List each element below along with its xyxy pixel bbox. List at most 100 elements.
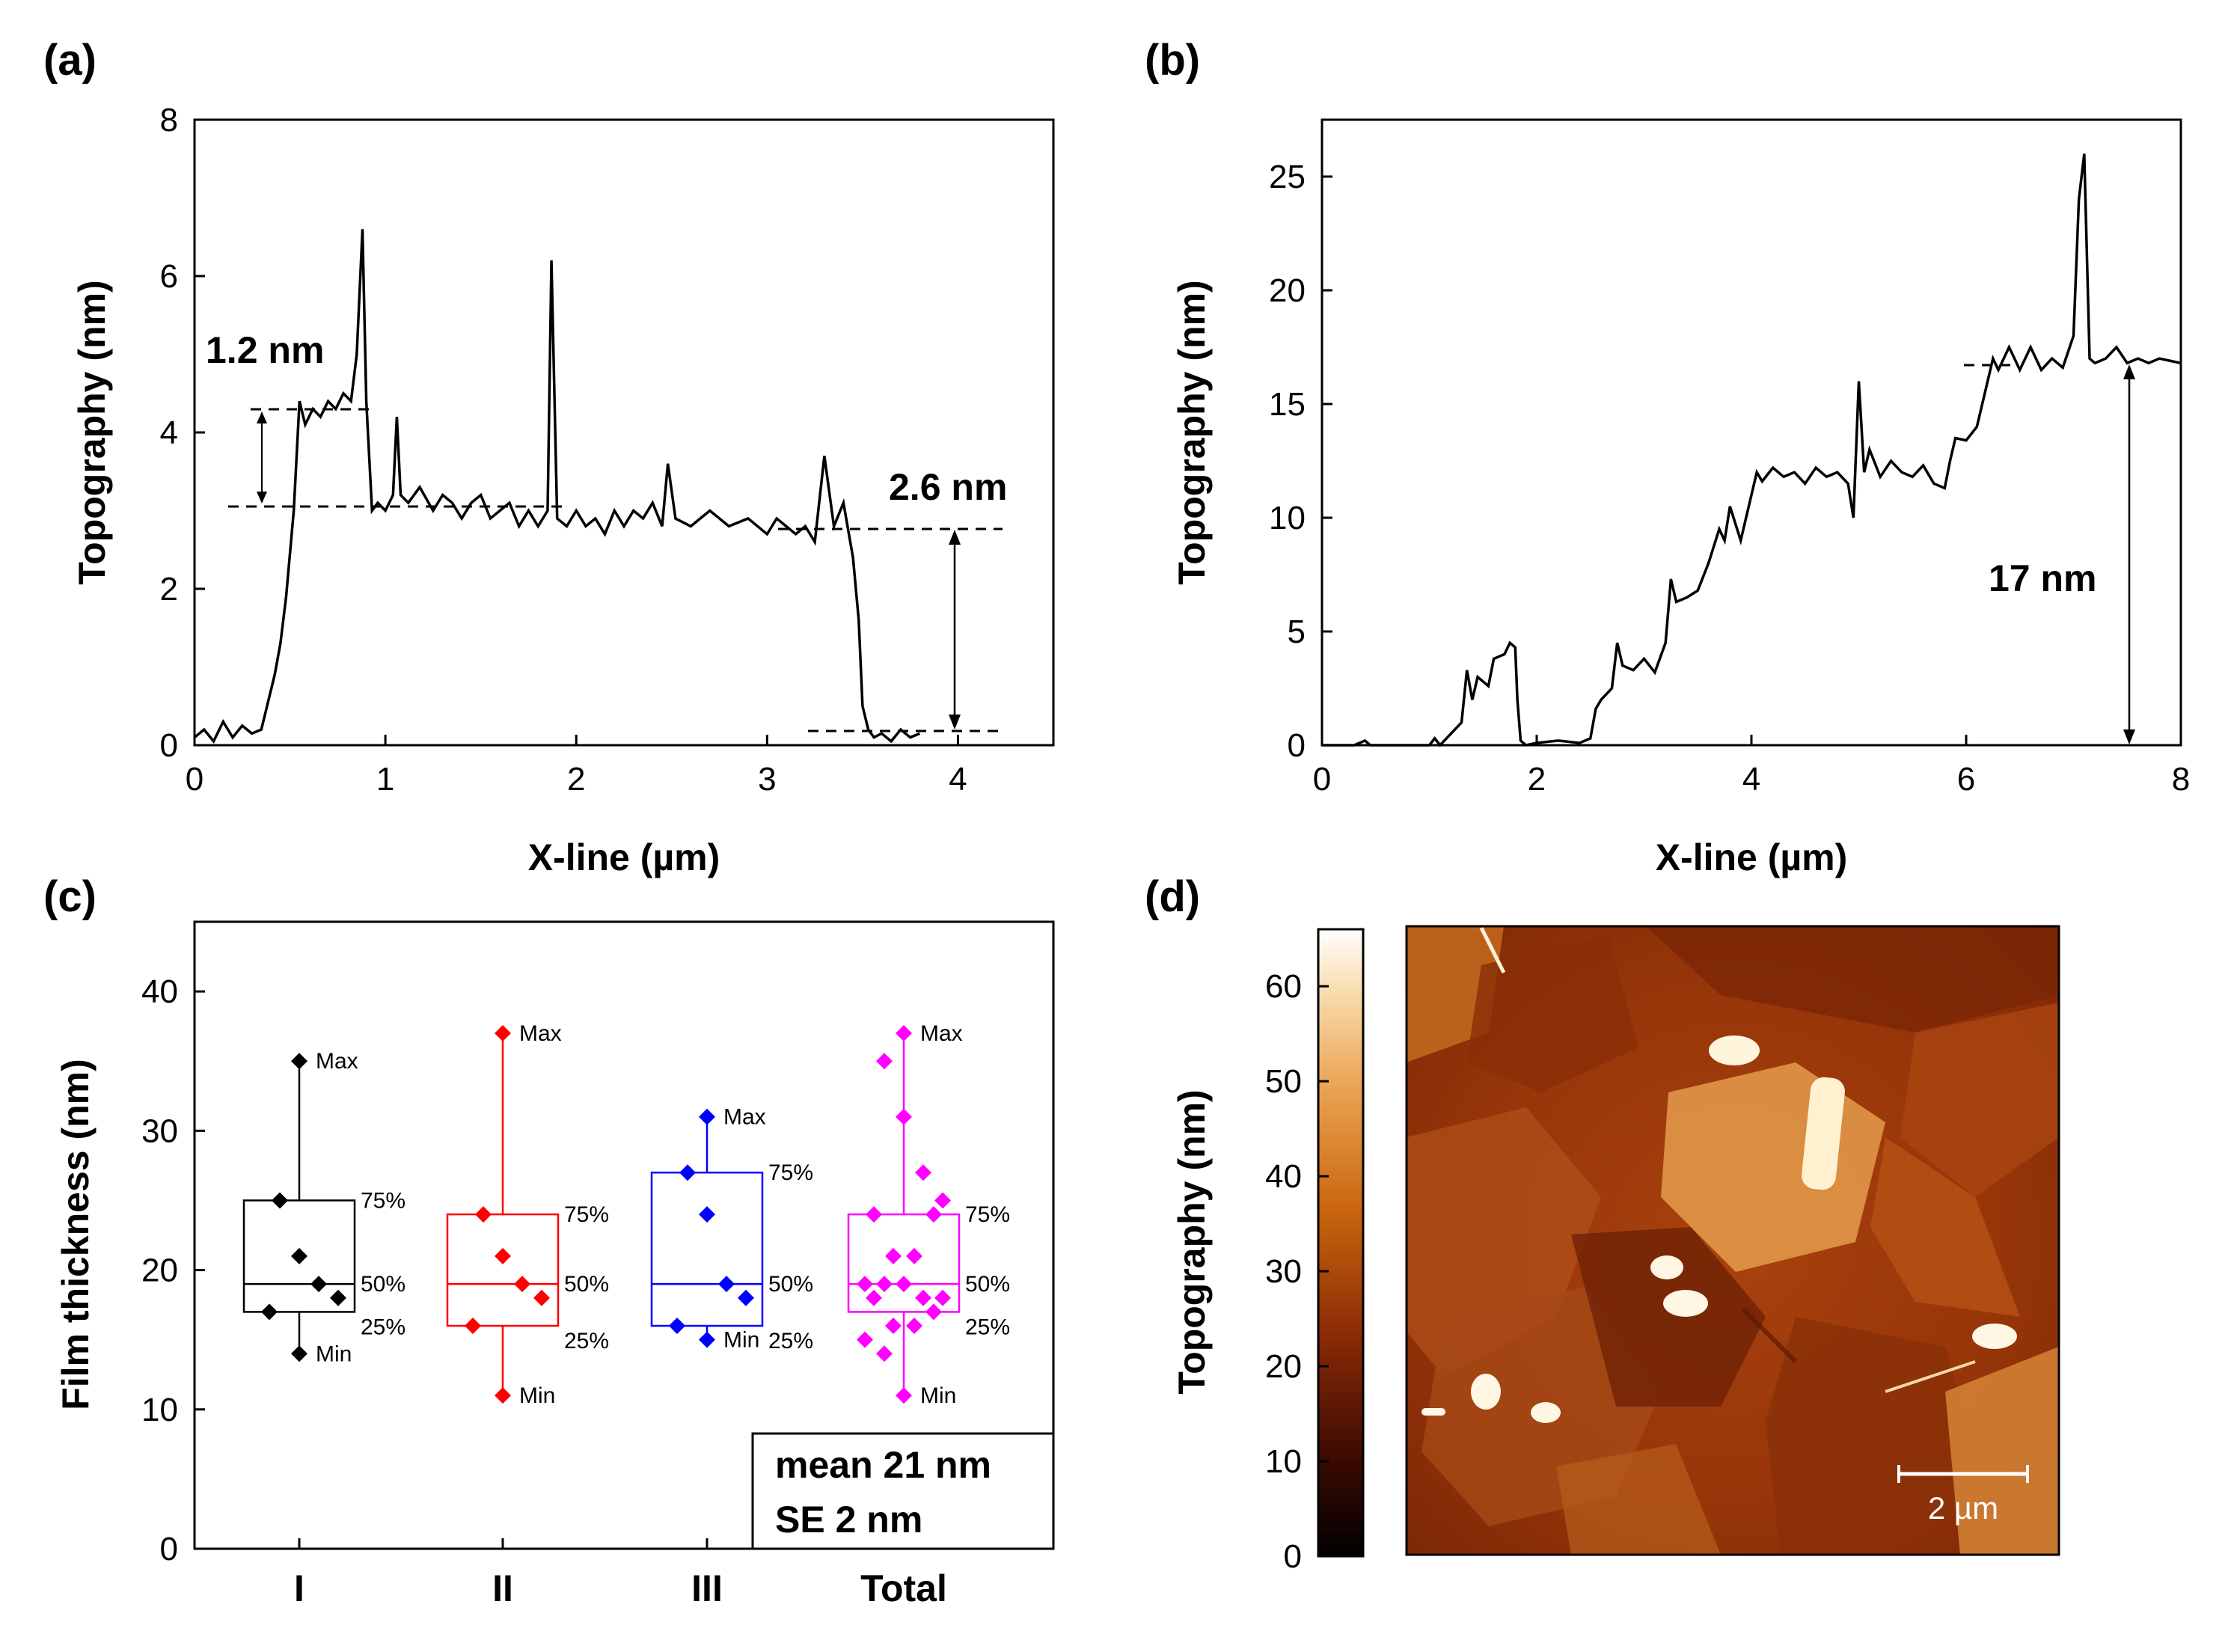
panel-b-xtick-label: 2 <box>1528 761 1546 798</box>
colorbar-tick-label: 0 <box>1284 1538 1302 1575</box>
box-label-75: 75% <box>564 1202 609 1227</box>
data-point <box>495 1024 511 1041</box>
data-point <box>310 1276 327 1293</box>
panel-b-ytick-label: 15 <box>1269 386 1306 423</box>
panel-b-chart: 0 2 4 6 8 0 5 10 15 20 25 17 nm X-line (µm) Topogr… <box>1171 118 2190 878</box>
data-point <box>896 1024 912 1041</box>
data-point <box>885 1318 902 1335</box>
data-point <box>495 1247 511 1264</box>
panel-d-colorbar-label: Topography (nm) <box>1171 1089 1213 1394</box>
data-point <box>291 1053 307 1070</box>
box-label-min: Min <box>519 1383 555 1408</box>
afm-flake <box>1466 935 1638 1092</box>
data-point <box>876 1345 893 1362</box>
data-point <box>261 1303 278 1321</box>
panel-b-xlabel: X-line (µm) <box>1656 836 1848 878</box>
panel-a-ytick-label: 6 <box>160 258 178 295</box>
data-point <box>866 1289 882 1306</box>
data-point <box>514 1276 530 1293</box>
box-label-25: 25% <box>564 1329 609 1353</box>
box-label-max: Max <box>920 1021 963 1046</box>
panel-d-colorbar <box>1317 928 1365 1558</box>
afm-particle <box>1421 1408 1445 1416</box>
panel-c-box-III: Max Min 75% 50% 25% <box>650 1105 813 1353</box>
panel-c-category-label: Total <box>860 1567 947 1609</box>
data-point <box>272 1192 288 1209</box>
panel-c-stat-se: SE 2 nm <box>775 1499 922 1541</box>
afm-particle <box>1709 1035 1760 1065</box>
panel-c-category-label: I <box>294 1567 304 1609</box>
panel-c-ytick-label: 40 <box>141 973 178 1010</box>
data-point <box>699 1108 715 1125</box>
afm-flake <box>1556 1444 1721 1555</box>
data-point <box>925 1206 942 1223</box>
panel-a-xtick-label: 4 <box>949 761 967 798</box>
data-point <box>896 1387 912 1404</box>
panel-a-xtick-label: 3 <box>758 761 776 798</box>
panel-b-ytick-label: 5 <box>1288 614 1306 650</box>
panel-b-ytick-label: 25 <box>1269 159 1306 195</box>
panel-c-category-label: III <box>691 1567 723 1609</box>
afm-flake <box>1766 1317 1975 1555</box>
panel-b-annotation: 17 nm <box>1989 557 2097 599</box>
box-label-50: 50% <box>361 1272 406 1297</box>
panel-a-ytick-label: 0 <box>160 727 178 764</box>
panel-b-ytick-label: 20 <box>1269 272 1306 309</box>
colorbar-tick-label: 50 <box>1265 1063 1302 1100</box>
panel-b-ytick-label: 10 <box>1269 500 1306 536</box>
afm-particle <box>1471 1374 1501 1410</box>
panel-b-arrowhead <box>2123 364 2135 379</box>
panel-c-stat-mean: mean 21 nm <box>775 1444 991 1486</box>
panel-b-frame <box>1320 118 2182 747</box>
box-body <box>650 1171 764 1327</box>
box-label-min: Min <box>723 1328 759 1353</box>
box-label-75: 75% <box>965 1202 1010 1227</box>
afm-image <box>1407 926 2059 1555</box>
data-point <box>876 1276 893 1293</box>
box-label-max: Max <box>723 1105 766 1130</box>
panel-b-ylabel: Topography (nm) <box>1171 280 1213 584</box>
data-point <box>475 1206 492 1223</box>
panel-a-profile-line <box>193 229 921 744</box>
panel-label-c: (c) <box>43 872 97 921</box>
panel-a-arrowhead <box>949 530 961 545</box>
panel-b-profile-line <box>1322 153 2182 747</box>
data-point <box>718 1276 735 1293</box>
data-point <box>495 1387 511 1404</box>
panel-a-ytick-label: 4 <box>160 414 178 451</box>
panel-a-xtick-label: 1 <box>376 761 394 798</box>
afm-particle <box>1650 1255 1683 1279</box>
box-body <box>446 1213 560 1327</box>
data-point <box>679 1164 696 1181</box>
panel-b-arrowhead <box>2123 729 2135 744</box>
panel-d-afm: 0 10 20 30 40 50 60 Topography (nm) <box>1171 925 2060 1575</box>
data-point <box>906 1318 922 1335</box>
panel-a-ylabel: Topography (nm) <box>71 280 113 584</box>
colorbar-tick-label: 30 <box>1265 1253 1302 1290</box>
data-point <box>738 1289 754 1306</box>
data-point <box>925 1303 942 1321</box>
data-point <box>866 1206 882 1223</box>
colorbar-tick-label: 10 <box>1265 1443 1302 1480</box>
data-point <box>291 1345 307 1362</box>
panel-a-arrowhead <box>257 492 267 504</box>
panel-b-xtick-label: 6 <box>1957 761 1975 798</box>
data-point <box>934 1192 951 1209</box>
panel-a-frame <box>193 118 1055 747</box>
afm-flake <box>1571 1227 1766 1407</box>
data-point <box>291 1247 307 1264</box>
afm-particle <box>1802 1077 1845 1190</box>
data-point <box>896 1108 912 1125</box>
afm-flake <box>1945 1347 2059 1555</box>
afm-flake <box>1646 926 2059 1032</box>
data-point <box>915 1289 931 1306</box>
panel-c-box-II: Max Min 75% 50% 25% <box>446 1021 609 1408</box>
afm-edge <box>1741 1307 1798 1364</box>
panel-c-frame <box>193 920 1055 1550</box>
panel-label-b: (b) <box>1145 36 1200 85</box>
afm-particle <box>1663 1290 1708 1317</box>
panel-b-xtick-label: 8 <box>2172 761 2190 798</box>
afm-flake <box>1870 1137 2020 1317</box>
